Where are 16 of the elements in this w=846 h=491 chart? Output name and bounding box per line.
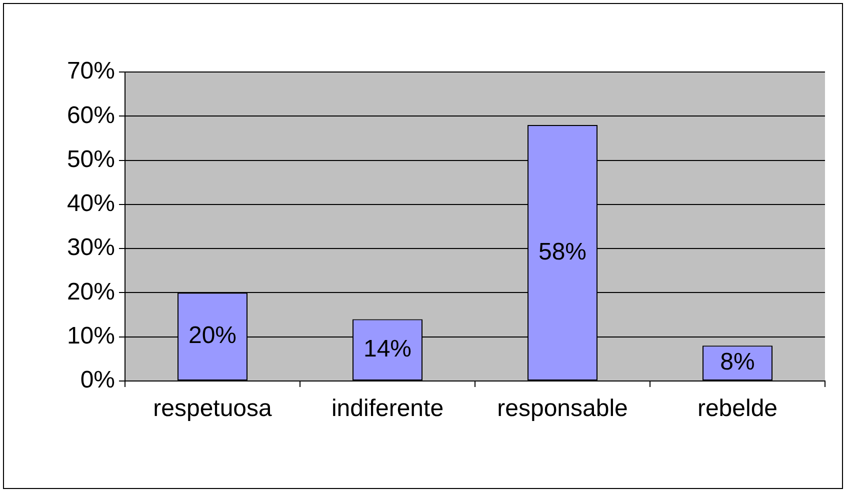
y-tick-label: 30%	[66, 234, 115, 262]
y-tick-label: 40%	[66, 190, 115, 218]
data-label: 58%	[538, 238, 587, 266]
y-tick-label: 10%	[66, 322, 115, 350]
y-tick-label: 20%	[66, 278, 115, 306]
x-tick-label: indiferente	[331, 395, 444, 422]
y-tick-label: 0%	[80, 366, 115, 394]
y-tick-label: 60%	[66, 102, 115, 129]
x-tick-label: rebelde	[697, 395, 778, 422]
x-tick-label: responsable	[497, 395, 628, 422]
data-label: 20%	[188, 322, 237, 350]
y-tick-label: 70%	[66, 58, 115, 85]
data-label: 14%	[363, 335, 412, 362]
x-tick-label: respetuosa	[153, 395, 273, 422]
y-tick-label: 50%	[66, 146, 115, 173]
data-label: 8%	[720, 348, 755, 376]
